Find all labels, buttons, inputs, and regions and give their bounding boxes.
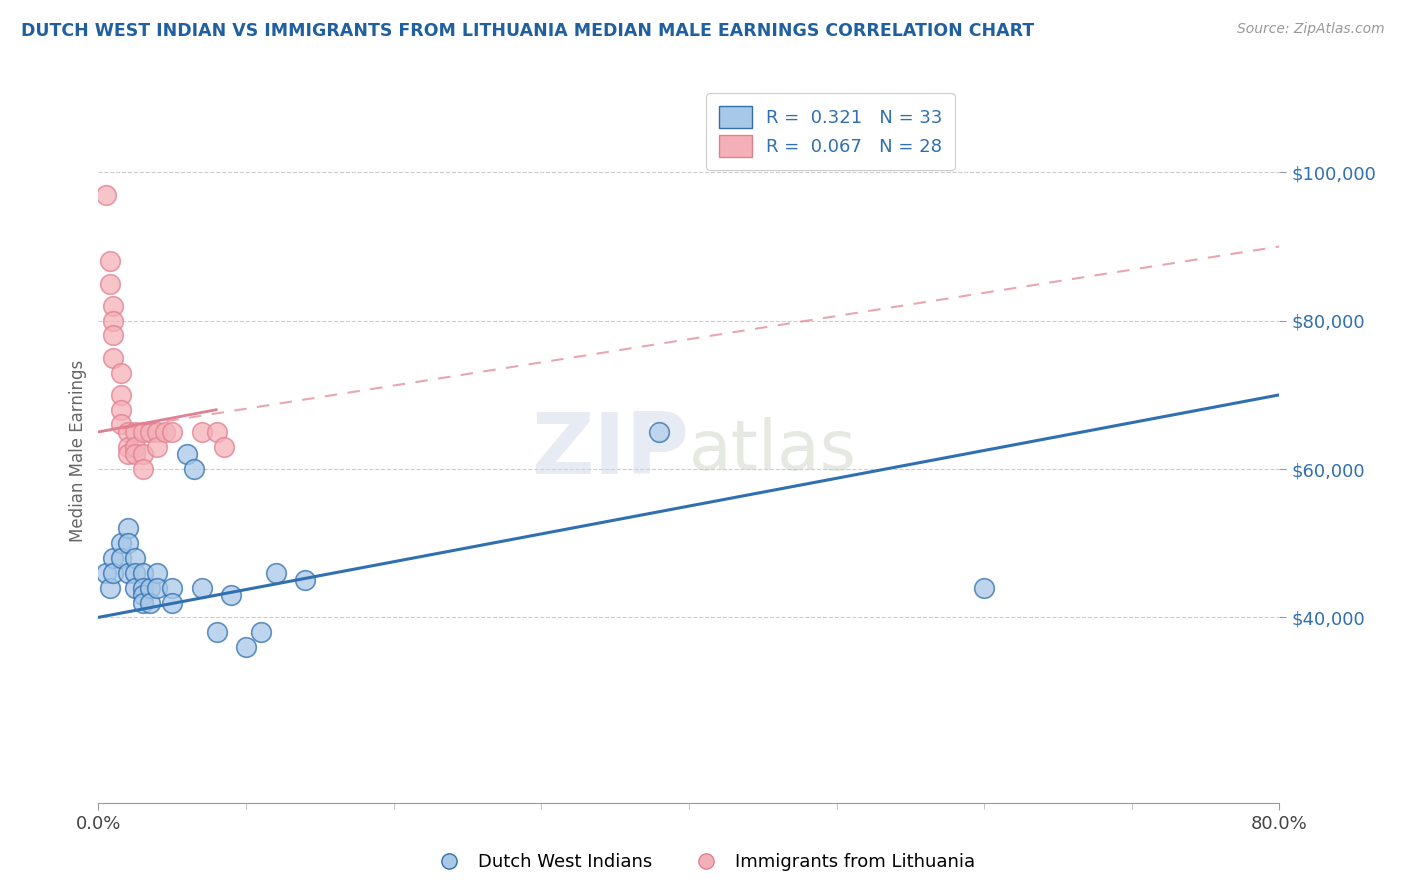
Point xyxy=(132,462,155,476)
Point xyxy=(146,581,169,595)
Point xyxy=(117,536,139,550)
Point xyxy=(110,402,132,417)
Point xyxy=(139,581,162,595)
Point xyxy=(98,254,121,268)
Point xyxy=(162,581,183,595)
Point xyxy=(103,313,125,327)
Legend: Dutch West Indians, Immigrants from Lithuania: Dutch West Indians, Immigrants from Lith… xyxy=(423,847,983,879)
Point xyxy=(110,388,132,402)
Point xyxy=(117,425,139,439)
Point xyxy=(146,566,169,580)
Point xyxy=(103,299,125,313)
Point xyxy=(124,551,146,566)
Point xyxy=(162,425,183,439)
Point xyxy=(132,447,155,461)
Point xyxy=(110,536,132,550)
Point xyxy=(94,566,117,580)
Point xyxy=(221,588,243,602)
Point xyxy=(98,581,121,595)
Point xyxy=(110,551,132,566)
Point xyxy=(264,566,287,580)
Point xyxy=(139,595,162,609)
Point xyxy=(250,625,273,640)
Point xyxy=(235,640,257,654)
Point xyxy=(294,574,316,588)
Legend: R =  0.321   N = 33, R =  0.067   N = 28: R = 0.321 N = 33, R = 0.067 N = 28 xyxy=(706,93,955,169)
Point xyxy=(191,425,214,439)
Point xyxy=(117,447,139,461)
Point xyxy=(94,187,117,202)
Point xyxy=(124,425,146,439)
Point xyxy=(648,425,671,439)
Point xyxy=(110,417,132,432)
Point xyxy=(117,440,139,454)
Point xyxy=(103,551,125,566)
Point xyxy=(183,462,205,476)
Text: ZIP: ZIP xyxy=(531,409,689,492)
Point xyxy=(117,566,139,580)
Point xyxy=(103,351,125,365)
Point xyxy=(117,521,139,535)
Point xyxy=(103,328,125,343)
Point xyxy=(212,440,235,454)
Point xyxy=(153,425,176,439)
Point xyxy=(124,566,146,580)
Point xyxy=(103,566,125,580)
Point xyxy=(139,425,162,439)
Text: atlas: atlas xyxy=(689,417,856,484)
Point xyxy=(132,581,155,595)
Point xyxy=(132,595,155,609)
Point xyxy=(124,440,146,454)
Point xyxy=(132,566,155,580)
Point xyxy=(162,595,183,609)
Point xyxy=(205,625,228,640)
Point xyxy=(205,425,228,439)
Point xyxy=(973,581,995,595)
Y-axis label: Median Male Earnings: Median Male Earnings xyxy=(69,359,87,541)
Point xyxy=(146,425,169,439)
Point xyxy=(98,277,121,291)
Point xyxy=(191,581,214,595)
Point xyxy=(146,440,169,454)
Text: DUTCH WEST INDIAN VS IMMIGRANTS FROM LITHUANIA MEDIAN MALE EARNINGS CORRELATION : DUTCH WEST INDIAN VS IMMIGRANTS FROM LIT… xyxy=(21,22,1035,40)
Point xyxy=(132,425,155,439)
Text: Source: ZipAtlas.com: Source: ZipAtlas.com xyxy=(1237,22,1385,37)
Point xyxy=(124,447,146,461)
Point xyxy=(124,581,146,595)
Point xyxy=(176,447,198,461)
Point xyxy=(132,588,155,602)
Point xyxy=(110,366,132,380)
